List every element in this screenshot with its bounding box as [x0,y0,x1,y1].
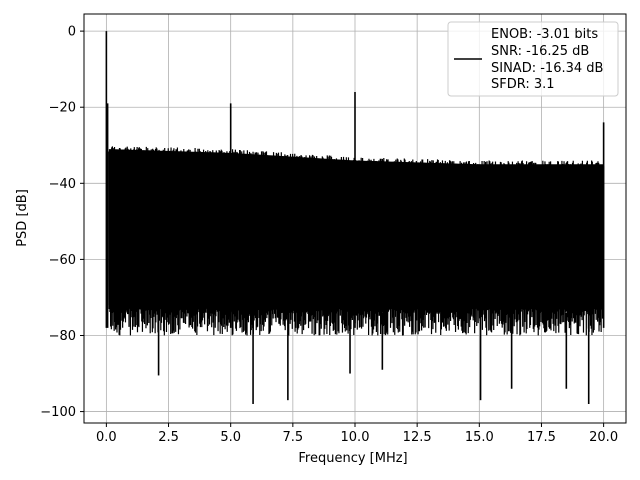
plot-area [105,31,605,404]
x-axis: 0.0 2.5 5.0 7.5 10.0 12.5 15.0 17.5 20.0 [96,423,618,445]
legend-box [447,21,619,97]
x-tick-label: 7.5 [283,430,304,445]
y-axis-label: PSD [dB] [15,189,30,247]
y-tick-label: −80 [49,329,76,344]
legend-enob: ENOB: -3.01 bits [491,27,598,42]
legend-snr: SNR: -16.25 dB [491,44,589,59]
x-tick-label: 10.0 [341,430,370,445]
x-tick-label: 12.5 [403,430,432,445]
noise-band [108,149,604,306]
x-tick-label: 2.5 [158,430,179,445]
x-tick-label: 5.0 [220,430,241,445]
x-axis-label: Frequency [MHz] [298,451,407,466]
x-tick-label: 20.0 [589,430,618,445]
x-tick-label: 0.0 [96,430,117,445]
y-tick-label: −20 [49,101,76,116]
x-tick-label: 15.0 [465,430,494,445]
y-axis: 0 −20 −40 −60 −80 −100 [40,25,84,420]
y-tick-label: 0 [68,25,76,40]
x-tick-label: 17.5 [527,430,556,445]
y-tick-label: −60 [49,253,76,268]
y-tick-label: −40 [49,177,76,192]
legend-sinad: SINAD: -16.34 dB [491,61,603,76]
legend-sfdr: SFDR: 3.1 [491,77,555,92]
psd-series [105,31,605,404]
y-tick-label: −100 [40,405,76,420]
legend: ENOB: -3.01 bits SNR: -16.25 dB SINAD: -… [447,21,619,97]
